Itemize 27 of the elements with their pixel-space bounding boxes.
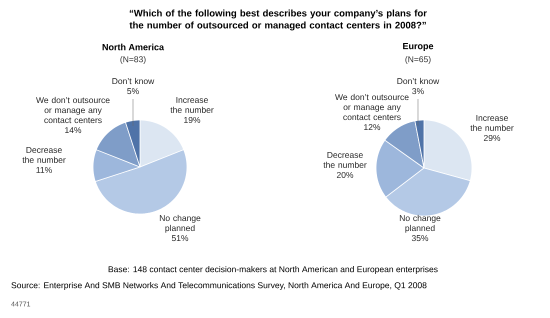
slice-label: Don’t know [397,78,440,84]
data-label: 3% [412,88,424,94]
slice-label: We don’t outsource or manage any contact centers [335,94,409,120]
data-label: 35% [412,235,428,242]
data-label: 12% [364,124,380,130]
data-label: 11% [36,166,52,173]
slice-label: Decrease the number [22,147,66,163]
data-label: 51% [172,235,188,242]
chart-title: Europe [403,42,434,52]
text: Base: 148 contact center decision-makers at North American and European enterprises [108,266,438,274]
data-label: 19% [184,116,200,123]
data-label: 5% [127,88,139,94]
data-label: 20% [336,172,354,178]
text: “Which of the following best describes your company’s plans for the number of outsourced or managed contact centers in 2008?” [130,10,427,30]
source-note: Source: Enterprise And SMB Networks And Telecommunications Survey, North America And Europe, Q1 2008 [11,282,427,290]
slice-label: Decrease the number [323,152,367,168]
data-label: 29% [484,134,500,141]
slice-label: Increase the number [470,115,514,131]
data-label: 14% [65,127,82,134]
slice-label: We don’t outsource or manage any contact centers [36,96,110,124]
chart-subtitle: (N=83) [120,56,146,64]
slice-label: No change planned [160,214,200,233]
slice-label: No change planned [400,214,440,233]
chart-title: North America [102,44,164,50]
chart-subtitle: (N=65) [405,56,431,64]
slice-label: Increase the number [170,97,214,113]
slice-label: Don’t know [112,78,154,84]
